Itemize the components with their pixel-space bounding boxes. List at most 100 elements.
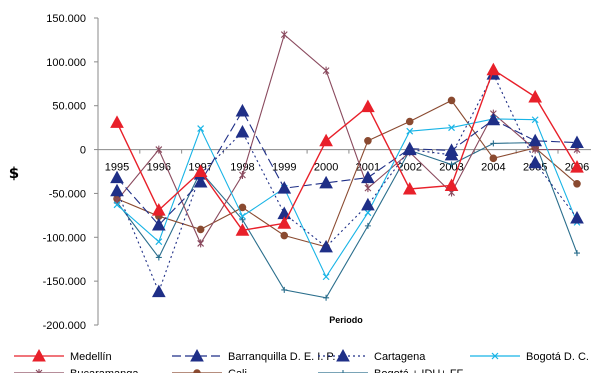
legend-marker [35, 369, 43, 373]
data-point [490, 140, 497, 147]
data-point [239, 212, 246, 220]
legend-item: Medellín [14, 348, 112, 363]
data-point [574, 250, 580, 257]
y-tick-label: 100.000 [46, 57, 86, 69]
data-point [570, 135, 584, 149]
y-axis [94, 17, 99, 326]
data-point [406, 127, 414, 135]
data-point [447, 96, 456, 105]
y-tick-label: 0 [80, 145, 86, 157]
data-point [110, 170, 124, 184]
x-tick-labels: 1995199619971998199920002001200220032004… [105, 162, 589, 174]
series-layer [110, 30, 584, 301]
x-axis [97, 149, 591, 154]
legend-item: Bucaramanga [14, 368, 139, 373]
legend-label: Barranquilla D. E. I. P. [228, 351, 335, 363]
data-point [444, 178, 459, 192]
series-line [116, 72, 578, 294]
data-point [113, 201, 121, 209]
data-point [448, 161, 455, 168]
data-point [531, 116, 539, 124]
data-point [197, 125, 205, 132]
data-point [235, 103, 250, 117]
data-point [402, 181, 417, 195]
x-axis-label: Periodo [329, 315, 363, 325]
data-point [239, 171, 246, 180]
series-line [116, 99, 578, 248]
data-point [402, 141, 417, 155]
data-point [238, 203, 247, 212]
data-point [235, 223, 250, 236]
data-point [155, 254, 162, 261]
legend-marker [336, 348, 350, 362]
data-point [319, 239, 333, 253]
data-point [570, 160, 584, 173]
series-line [116, 118, 578, 278]
series-line [116, 68, 578, 232]
data-point [319, 133, 333, 147]
data-point [489, 154, 498, 163]
series-4 [113, 30, 581, 248]
legend-marker [193, 369, 201, 373]
legend-marker [190, 348, 204, 362]
data-point [486, 112, 501, 126]
data-point [364, 209, 372, 217]
series-0 [110, 62, 584, 236]
legend-label: Cartagena [374, 351, 426, 363]
y-tick-label: -50.000 [49, 188, 86, 200]
legend-label: Cali [228, 368, 247, 373]
data-point [277, 216, 292, 229]
legend-item: Barranquilla D. E. I. P. [172, 348, 335, 363]
data-point [570, 210, 584, 224]
x-tick-label: 1998 [230, 162, 254, 174]
x-tick-label: 1999 [272, 162, 296, 174]
data-point [323, 294, 330, 301]
x-tick-label: 1995 [105, 162, 129, 174]
data-point [281, 286, 288, 293]
legend-item: Bogotá D. C. [470, 351, 589, 363]
data-point [486, 62, 501, 76]
data-point [319, 175, 333, 189]
data-point [196, 225, 205, 234]
x-tick-label: 2004 [481, 162, 505, 174]
x-tick-label: 2000 [314, 162, 338, 174]
data-point [193, 164, 208, 177]
series-line [116, 33, 577, 245]
data-point [110, 115, 124, 128]
data-point [361, 197, 375, 211]
legend-marker [491, 352, 499, 360]
legend-marker [340, 370, 346, 373]
x-tick-label: 2003 [439, 162, 463, 174]
legend-item: Cartagena [318, 348, 426, 363]
data-point [110, 183, 124, 197]
data-point [193, 174, 208, 188]
data-point [277, 181, 292, 194]
legend-label: Bogotá D. C. [526, 351, 589, 363]
data-point [528, 155, 543, 169]
series-line [116, 142, 578, 299]
data-point [239, 216, 246, 223]
data-point [197, 239, 205, 248]
y-tick-label: -200.000 [43, 320, 86, 332]
y-tick-label: 50.000 [52, 101, 86, 113]
data-point [364, 222, 371, 229]
y-tick-labels: 150.000 100.000 50.000 0 -50.000 -100.000 -150… [43, 13, 86, 332]
data-point [448, 124, 455, 132]
data-point [280, 30, 288, 39]
data-point [573, 179, 581, 188]
series-line [116, 109, 578, 226]
series-1 [110, 103, 584, 231]
legend-label: Medellín [70, 351, 112, 363]
data-point [361, 99, 375, 113]
legend-label: Bucaramanga [70, 368, 139, 373]
y-axis-label: $ [9, 164, 19, 182]
data-point [322, 273, 330, 281]
data-point [155, 145, 163, 154]
legend-item: Cali [172, 368, 247, 373]
series-3 [113, 115, 581, 281]
y-tick-label: -100.000 [43, 232, 86, 244]
data-point [151, 217, 166, 231]
data-point [280, 231, 289, 240]
legend-marker [32, 348, 46, 362]
